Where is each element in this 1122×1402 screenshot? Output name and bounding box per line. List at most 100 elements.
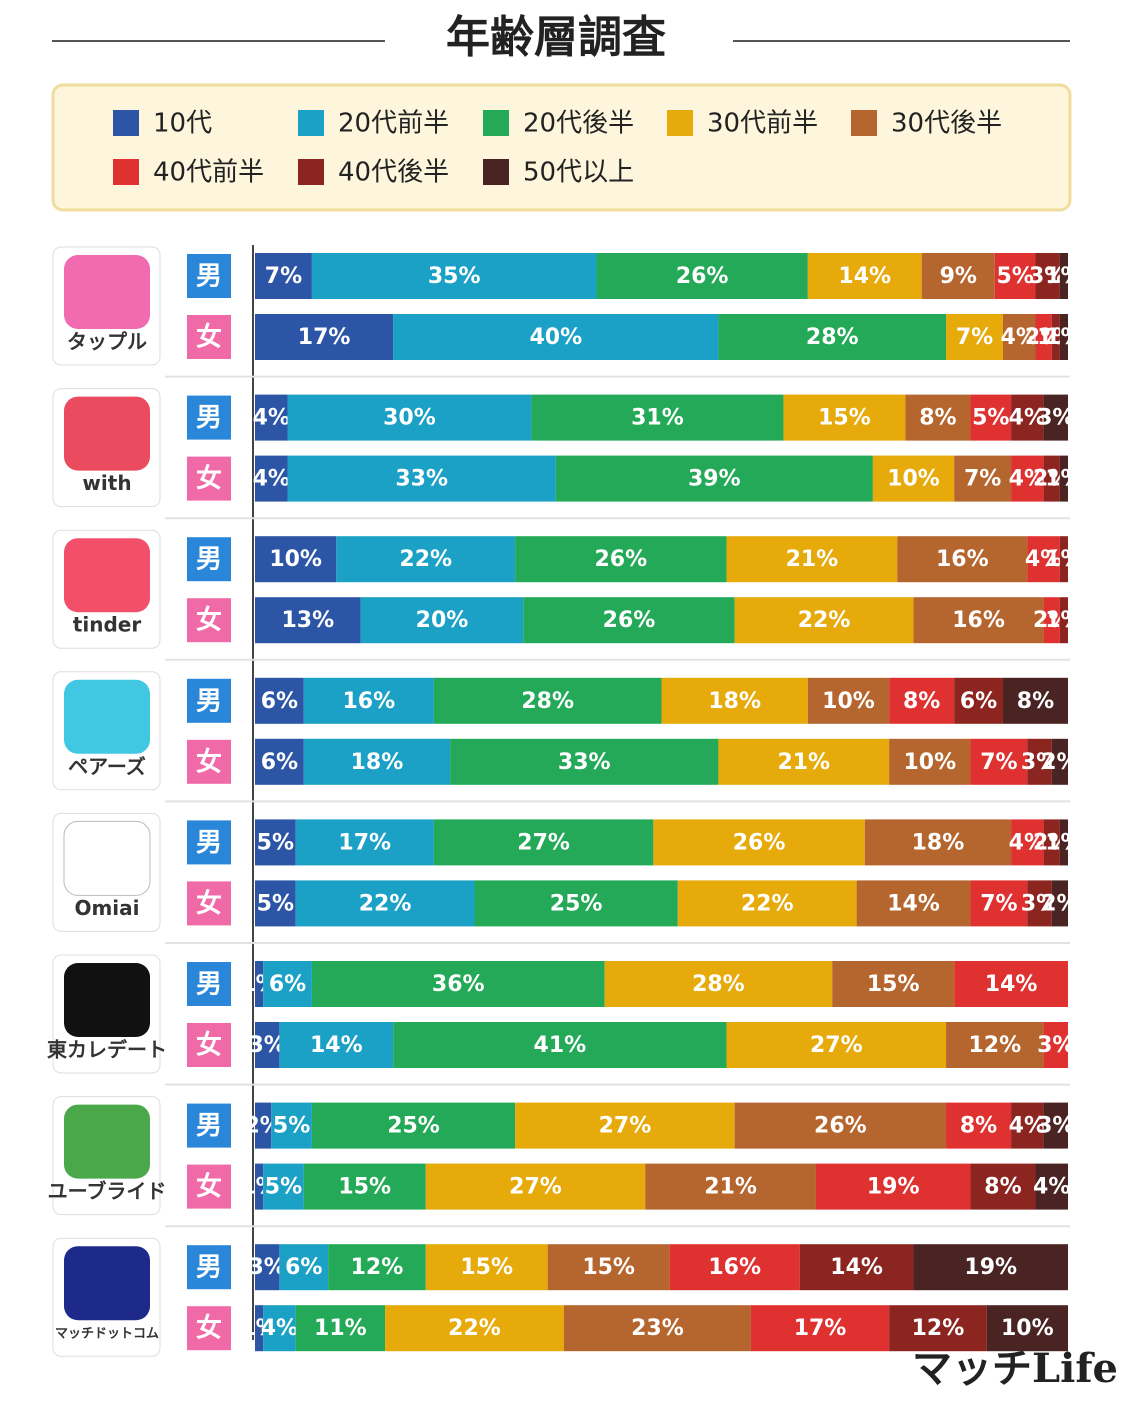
value-label: 6% (261, 689, 298, 714)
value-label: 7% (980, 750, 1017, 775)
bar-segment (1043, 819, 1060, 866)
legend-label: 30代後半 (891, 109, 1002, 139)
gender-label: 女 (196, 746, 222, 777)
value-label: 11% (314, 1316, 367, 1341)
value-label: 15% (818, 406, 871, 431)
bar-segment (864, 819, 1012, 866)
legend-swatch (113, 110, 139, 136)
value-label: 39% (688, 467, 741, 492)
bar-segment (263, 961, 312, 1007)
value-label: 1% (1045, 264, 1082, 289)
legend-swatch (298, 110, 324, 136)
value-label: 21% (786, 547, 839, 572)
bar-segment (954, 455, 1012, 502)
value-label: 20% (416, 608, 469, 633)
value-label: 5% (257, 830, 294, 855)
gender-badge (187, 598, 231, 643)
bar-segment (271, 1102, 312, 1149)
bar-segment (433, 819, 654, 866)
bar-segment (726, 1022, 947, 1068)
bar-segment (311, 253, 597, 299)
bar-segment (604, 961, 833, 1007)
value-label: 4% (261, 1316, 298, 1341)
bar-segment (1011, 819, 1044, 866)
bar-segment (783, 394, 906, 441)
value-label: 27% (599, 1114, 652, 1139)
app-icon (64, 538, 150, 613)
bar-segment (515, 1102, 735, 1149)
bar-segment (311, 961, 605, 1007)
value-label: 22% (798, 608, 851, 633)
legend-swatch (483, 159, 509, 185)
app-name: 東カレデート (47, 1038, 167, 1062)
value-label: 10% (269, 547, 322, 572)
bar-segment (255, 597, 361, 644)
legend-label: 20代前半 (338, 109, 449, 139)
value-label: 41% (534, 1033, 587, 1058)
value-label: 1% (1045, 547, 1082, 572)
value-label: 15% (460, 1255, 513, 1280)
bar-segment (336, 536, 516, 583)
value-label: 30% (383, 406, 436, 431)
value-label: 5% (996, 264, 1033, 289)
gender-badge (187, 456, 231, 501)
value-label: 4% (1009, 467, 1046, 492)
value-label: 8% (919, 406, 956, 431)
value-label: 7% (956, 325, 993, 350)
bar-segment (946, 1102, 1012, 1149)
gender-badge (187, 678, 231, 723)
bar-segment (393, 1022, 727, 1068)
bar-segment (807, 677, 890, 724)
bar-segment (970, 394, 1012, 441)
value-label: 22% (359, 891, 412, 916)
gender-label: 女 (196, 888, 222, 919)
bar-segment (311, 1102, 516, 1149)
value-label: 5% (273, 1114, 310, 1139)
bar-segment (1002, 677, 1068, 724)
bar-segment (1059, 597, 1068, 644)
app-name: ペアーズ (68, 754, 146, 778)
gender-label: 男 (196, 545, 222, 575)
bar-segment (255, 1163, 264, 1210)
bar-segment (645, 1163, 816, 1210)
legend-swatch (298, 159, 324, 185)
gender-label: 女 (196, 1171, 222, 1202)
legend-label: 20代後半 (523, 109, 634, 139)
app-icon (64, 1104, 150, 1179)
bar-segment (1043, 597, 1060, 644)
value-label: 6% (269, 972, 306, 997)
bar-segment (718, 314, 947, 360)
value-label: 6% (285, 1255, 322, 1280)
value-label: 7% (964, 467, 1001, 492)
bar-segment (279, 1244, 329, 1291)
app-icon (64, 255, 150, 329)
bar-segment (303, 738, 451, 785)
value-label: 1% (1045, 325, 1082, 350)
legend-label: 10代 (153, 109, 212, 139)
bar-segment (255, 1102, 272, 1149)
gender-badge (187, 1164, 231, 1209)
value-label: 15% (582, 1255, 635, 1280)
value-label: 12% (912, 1316, 965, 1341)
bar-segment (897, 536, 1028, 583)
legend-swatch (667, 110, 693, 136)
gender-label: 男 (196, 1111, 222, 1141)
bar-segment (970, 880, 1028, 927)
bar-segment (328, 1244, 426, 1291)
value-label: 5% (257, 891, 294, 916)
value-label: 1% (1045, 467, 1082, 492)
value-label: 22% (448, 1316, 501, 1341)
bar-segment (921, 253, 995, 299)
value-label: 5% (265, 1175, 302, 1200)
value-label: 27% (509, 1175, 562, 1200)
bar-segment (986, 1305, 1068, 1352)
gender-badge (187, 254, 231, 298)
legend-swatch (851, 110, 877, 136)
bar-segment (718, 738, 890, 785)
legend-label: 40代前半 (153, 158, 264, 188)
bar-segment (563, 1305, 751, 1352)
bar-segment (1027, 738, 1052, 785)
legend-label: 40代後半 (338, 158, 449, 188)
bar-segment (255, 314, 394, 360)
value-label: 40% (529, 325, 582, 350)
